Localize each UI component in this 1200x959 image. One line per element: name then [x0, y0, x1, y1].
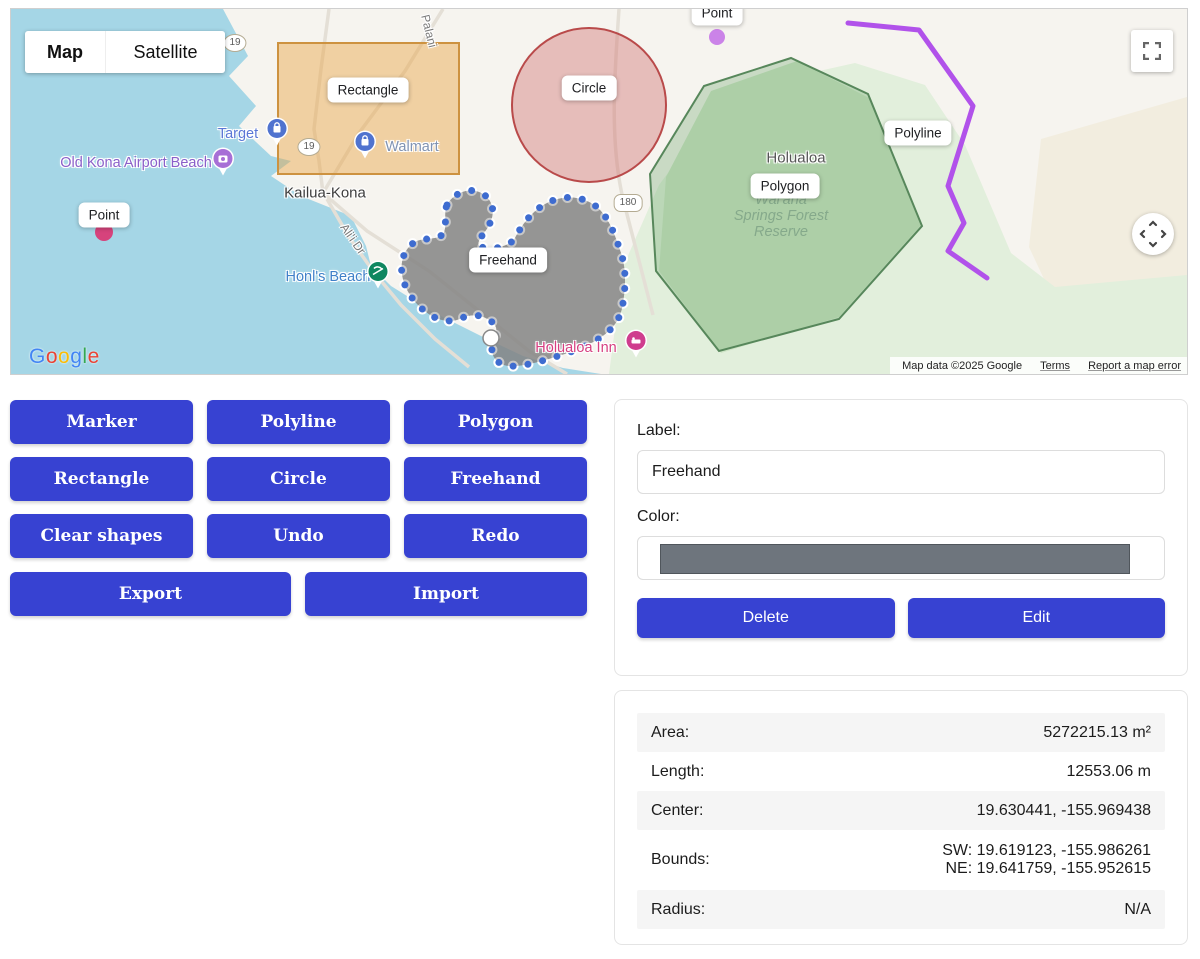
- import-button[interactable]: Import: [305, 572, 587, 616]
- polygon-chip: Polygon: [750, 173, 820, 199]
- beach-camera-pin-icon: [210, 147, 236, 182]
- area-row: Area: 5272215.13 m²: [637, 713, 1165, 752]
- map-attribution: Map data ©2025 Google Terms Report a map…: [890, 357, 1187, 374]
- polygon-button[interactable]: Polygon: [404, 400, 587, 444]
- fullscreen-button[interactable]: [1131, 30, 1173, 72]
- place-holualoa-inn: Holualoa Inn: [535, 340, 617, 356]
- honls-beach-pin-icon: [365, 260, 391, 295]
- radius-value: N/A: [1124, 900, 1151, 918]
- drawn-point-left[interactable]: [95, 223, 113, 241]
- circle-chip: Circle: [561, 75, 617, 101]
- drawn-point-top[interactable]: [709, 29, 725, 45]
- point-left-chip: Point: [78, 202, 130, 228]
- map-container[interactable]: Rectangle Circle Polygon Polyline Freeha…: [10, 8, 1188, 375]
- place-holualoa: Holualoa: [766, 149, 826, 167]
- walmart-store-pin-icon: [352, 130, 378, 165]
- google-logo[interactable]: Google: [29, 345, 100, 368]
- label-caption: Label:: [637, 422, 681, 439]
- map-data-text: Map data ©2025 Google: [902, 359, 1023, 372]
- polyline-button[interactable]: Polyline: [207, 400, 390, 444]
- map-water: [11, 9, 601, 374]
- circle-button[interactable]: Circle: [207, 457, 390, 501]
- drawing-toolbar: Marker Polyline Polygon Rectangle Circle…: [10, 400, 587, 616]
- color-input[interactable]: [637, 536, 1165, 580]
- area-label: Area:: [651, 723, 690, 741]
- undo-button[interactable]: Undo: [207, 514, 390, 558]
- radius-row: Radius: N/A: [637, 890, 1165, 929]
- polyline-chip: Polyline: [884, 120, 952, 146]
- route-19-badge: 19: [297, 138, 321, 156]
- bounds-value: SW: 19.619123, -155.986261 NE: 19.641759…: [942, 842, 1151, 877]
- place-old-kona-airport-beach: Old Kona Airport Beach: [60, 155, 212, 171]
- rectangle-button[interactable]: Rectangle: [10, 457, 193, 501]
- place-walmart: Walmart: [385, 139, 439, 155]
- place-kailua-kona: Kailua-Kona: [284, 184, 366, 202]
- map-small-circle-icon: [482, 329, 500, 347]
- color-swatch: [660, 544, 1130, 574]
- map-type-map-button[interactable]: Map: [25, 31, 106, 73]
- label-input[interactable]: [637, 450, 1165, 494]
- map-type-satellite-button[interactable]: Satellite: [106, 31, 225, 73]
- length-value: 12553.06 m: [1066, 762, 1151, 780]
- drawn-circle-shape[interactable]: [511, 27, 667, 183]
- measurements-panel: Area: 5272215.13 m² Length: 12553.06 m C…: [614, 690, 1188, 945]
- terms-link[interactable]: Terms: [1040, 359, 1071, 372]
- clear-shapes-button[interactable]: Clear shapes: [10, 514, 193, 558]
- rectangle-chip: Rectangle: [327, 77, 409, 103]
- freehand-button[interactable]: Freehand: [404, 457, 587, 501]
- radius-label: Radius:: [651, 900, 706, 918]
- pan-control[interactable]: [1132, 213, 1174, 255]
- area-value: 5272215.13 m²: [1043, 723, 1151, 741]
- export-button[interactable]: Export: [10, 572, 291, 616]
- hotel-pin-icon: [623, 329, 649, 364]
- length-row: Length: 12553.06 m: [637, 752, 1165, 791]
- drawn-polygon-shape[interactable]: [648, 56, 924, 353]
- map-canvas: [11, 9, 1187, 374]
- route-19-badge: 19: [223, 34, 247, 52]
- center-label: Center:: [651, 801, 704, 819]
- center-row: Center: 19.630441, -155.969438: [637, 791, 1165, 830]
- place-forest-reserve: Wai'aha Springs Forest Reserve: [733, 192, 829, 240]
- center-value: 19.630441, -155.969438: [976, 801, 1151, 819]
- map-forest-area: [659, 61, 921, 353]
- delete-button[interactable]: Delete: [637, 598, 895, 638]
- redo-button[interactable]: Redo: [404, 514, 587, 558]
- route-180-badge: 180: [613, 194, 643, 212]
- edit-button[interactable]: Edit: [907, 598, 1165, 638]
- place-honls-beach: Honl's Beach: [285, 269, 371, 285]
- fullscreen-icon: [1143, 42, 1161, 60]
- pan-arrows-icon: [1139, 220, 1167, 248]
- map-type-control: Map Satellite: [25, 31, 225, 73]
- place-target: Target: [217, 126, 259, 142]
- length-label: Length:: [651, 762, 705, 780]
- bounds-row: Bounds: SW: 19.619123, -155.986261 NE: 1…: [637, 830, 1165, 890]
- color-caption: Color:: [637, 508, 680, 525]
- marker-button[interactable]: Marker: [10, 400, 193, 444]
- freehand-chip: Freehand: [469, 247, 547, 273]
- shape-editor-panel: Label: Color: Delete Edit: [614, 399, 1188, 676]
- drawn-polyline-shape[interactable]: [845, 20, 990, 281]
- target-store-pin-icon: [264, 117, 290, 152]
- report-map-error-link[interactable]: Report a map error: [1088, 359, 1181, 372]
- point-top-chip: Point: [691, 9, 743, 26]
- bounds-label: Bounds:: [651, 851, 710, 868]
